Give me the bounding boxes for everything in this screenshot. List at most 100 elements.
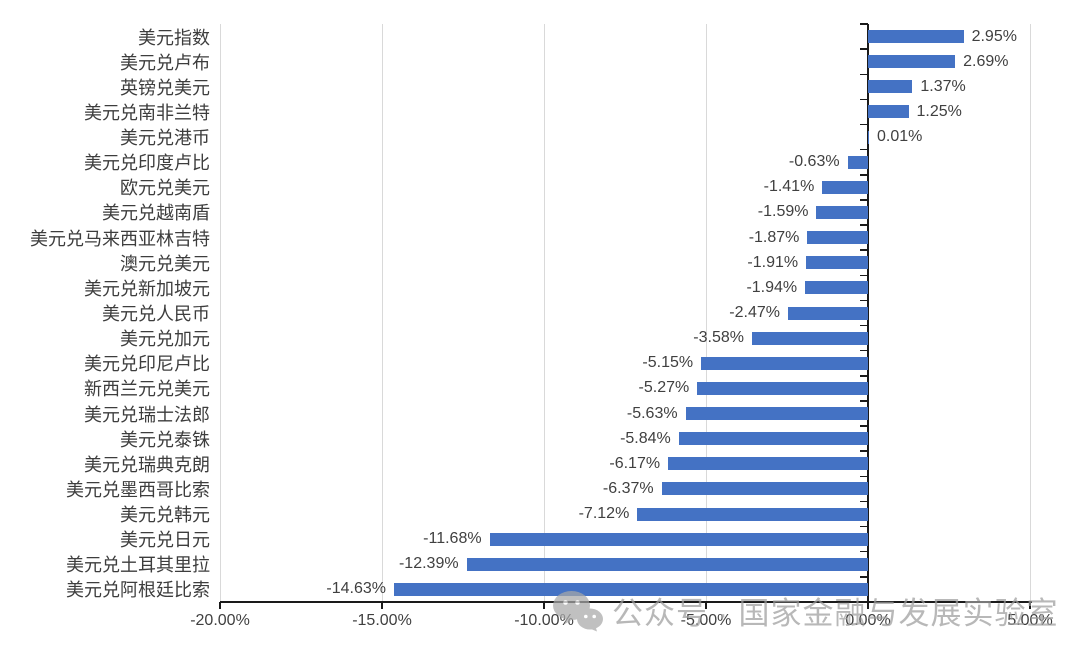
value-label: -1.59% — [757, 203, 809, 221]
category-tick — [860, 400, 868, 402]
category-tick — [860, 73, 868, 75]
x-axis-tick — [381, 602, 383, 609]
category-tick — [860, 224, 868, 226]
value-label: -12.39% — [398, 555, 459, 573]
category-label: 美元兑港币 — [120, 128, 210, 149]
category-label: 欧元兑美元 — [120, 178, 210, 199]
category-tick — [860, 349, 868, 352]
zero-axis-line — [867, 24, 869, 602]
category-label: 美元兑新加坡元 — [84, 278, 210, 299]
value-label: 1.25% — [916, 102, 962, 120]
gridline — [381, 24, 383, 602]
category-tick — [860, 324, 868, 327]
value-label: -1.94% — [746, 278, 798, 296]
value-label: -1.41% — [763, 178, 815, 196]
category-label: 美元兑印尼卢比 — [84, 354, 210, 375]
bar — [668, 457, 868, 471]
category-label: 美元兑人民币 — [102, 304, 210, 324]
category-tick — [860, 450, 868, 452]
category-label: 美元兑阿根廷比索 — [66, 580, 210, 601]
bar — [868, 130, 869, 144]
value-label: -7.12% — [578, 505, 630, 523]
x-axis-line — [220, 601, 1032, 603]
category-tick — [860, 425, 868, 427]
x-tick-label: -5.00% — [680, 612, 732, 629]
value-label: -2.47% — [729, 304, 780, 321]
category-tick — [860, 475, 868, 478]
x-axis-tick — [867, 602, 869, 609]
category-label: 美元兑日元 — [120, 530, 210, 551]
value-label: -11.68% — [423, 530, 482, 548]
category-tick — [860, 525, 868, 528]
category-label: 澳元兑美元 — [120, 253, 210, 274]
category-label: 美元兑南非兰特 — [84, 102, 210, 123]
category-tick — [860, 249, 868, 251]
value-label: -1.87% — [748, 228, 800, 246]
category-tick — [860, 123, 868, 126]
x-axis-tick — [705, 602, 707, 609]
category-tick — [860, 23, 868, 25]
bar — [393, 582, 868, 596]
bar — [787, 306, 868, 320]
value-label: -5.84% — [620, 429, 671, 447]
gridline — [1029, 24, 1031, 602]
bar — [806, 256, 868, 270]
x-tick-label: -10.00% — [514, 612, 574, 629]
bar — [847, 155, 868, 169]
value-label: -6.17% — [609, 454, 661, 472]
bar — [805, 281, 868, 295]
category-tick — [860, 500, 868, 503]
bar — [489, 532, 868, 546]
category-label: 新西兰元兑美元 — [84, 379, 210, 400]
x-tick-label: -20.00% — [190, 612, 250, 629]
category-tick — [860, 174, 868, 176]
bar — [868, 55, 956, 69]
bar — [868, 30, 964, 44]
category-label: 英镑兑美元 — [120, 77, 210, 98]
x-axis-tick — [219, 602, 221, 609]
category-tick — [860, 199, 868, 201]
bar — [822, 180, 868, 194]
bar — [868, 105, 909, 119]
category-label: 美元兑瑞典克朗 — [84, 454, 210, 475]
value-label: -3.58% — [693, 329, 744, 347]
category-tick — [860, 98, 868, 101]
bar — [466, 557, 868, 571]
bar — [701, 356, 868, 370]
value-label: -6.37% — [602, 479, 654, 497]
category-label: 美元兑加元 — [120, 329, 210, 350]
category-label: 美元兑泰铢 — [120, 429, 210, 450]
x-axis-tick — [1029, 602, 1031, 609]
bar — [807, 231, 868, 245]
category-label: 美元指数 — [138, 27, 210, 48]
bar — [685, 407, 868, 421]
value-label: -1.91% — [747, 253, 799, 271]
category-label: 美元兑韩元 — [120, 505, 210, 526]
category-label: 美元兑土耳其里拉 — [66, 555, 210, 576]
gridline — [543, 24, 545, 602]
x-tick-label: 5.00% — [1007, 612, 1053, 629]
x-tick-label: -15.00% — [352, 612, 412, 629]
gridline — [705, 24, 707, 602]
category-tick — [860, 148, 868, 151]
bar — [752, 331, 868, 345]
category-tick — [860, 550, 868, 553]
value-label: -0.63% — [788, 153, 840, 171]
category-tick — [860, 274, 868, 277]
value-label: 0.01% — [877, 128, 923, 146]
bar — [637, 507, 868, 521]
category-label: 美元兑马来西亚林吉特 — [30, 228, 210, 249]
x-axis-tick — [543, 602, 545, 609]
value-label: 2.95% — [971, 27, 1017, 45]
bar — [678, 432, 868, 446]
category-label: 美元兑印度卢比 — [84, 153, 210, 174]
category-tick — [860, 299, 868, 302]
value-label: -5.27% — [638, 379, 690, 397]
category-tick — [860, 375, 868, 377]
bar — [661, 482, 868, 496]
gridline — [219, 24, 221, 602]
category-label: 美元兑越南盾 — [102, 203, 210, 224]
value-label: 2.69% — [963, 52, 1009, 70]
